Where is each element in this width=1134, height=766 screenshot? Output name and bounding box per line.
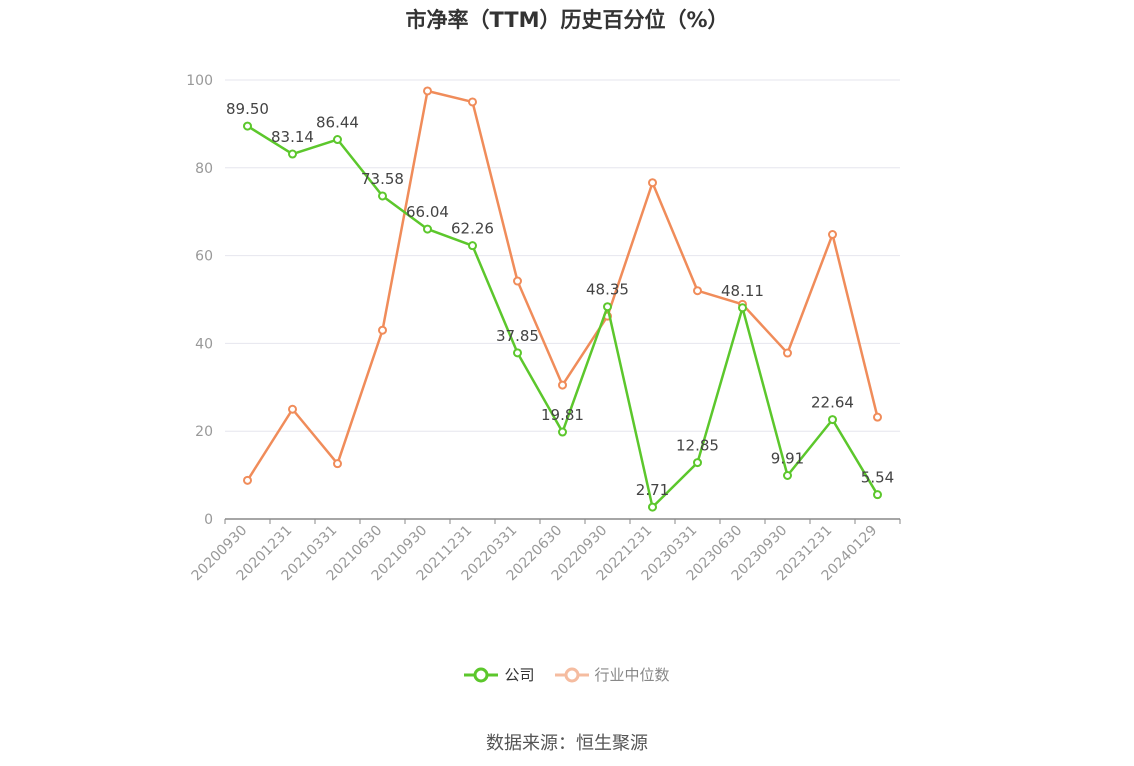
data-point-company[interactable] <box>333 135 342 145</box>
data-label-company: 48.35 <box>586 281 629 299</box>
data-point-industry[interactable] <box>378 325 387 335</box>
legend-industry-marker <box>554 667 589 682</box>
data-label-company: 37.85 <box>496 327 539 345</box>
data-label-company: 89.50 <box>226 100 269 118</box>
y-tick-label: 80 <box>195 161 213 177</box>
y-tick-label: 100 <box>186 73 213 89</box>
data-point-industry[interactable] <box>648 178 657 188</box>
legend-item-industry[interactable]: 行业中位数 <box>554 664 670 685</box>
data-point-industry[interactable] <box>243 475 252 485</box>
data-label-company: 2.71 <box>636 481 669 499</box>
series-lines <box>243 86 882 512</box>
data-point-industry[interactable] <box>288 404 297 414</box>
data-point-industry[interactable] <box>333 459 342 469</box>
data-label-company: 12.85 <box>676 437 719 455</box>
data-label-company: 5.54 <box>861 469 894 487</box>
data-label-company: 9.91 <box>771 449 804 467</box>
data-label-company: 83.14 <box>271 128 314 146</box>
legend: 公司 行业中位数 <box>0 664 1134 685</box>
data-point-industry[interactable] <box>783 348 792 358</box>
y-tick-label: 0 <box>204 512 213 528</box>
data-point-industry[interactable] <box>873 412 882 422</box>
data-point-company[interactable] <box>693 458 702 468</box>
chart-title: 市净率（TTM）历史百分位（%） <box>405 8 729 32</box>
data-point-company[interactable] <box>288 149 297 159</box>
y-tick-label: 40 <box>195 336 213 352</box>
data-point-industry[interactable] <box>693 286 702 296</box>
data-label-company: 73.58 <box>361 170 404 188</box>
data-point-company[interactable] <box>558 427 567 437</box>
data-point-company[interactable] <box>603 302 612 312</box>
data-label-company: 66.04 <box>406 203 449 221</box>
data-label-company: 62.26 <box>451 220 494 238</box>
data-point-company[interactable] <box>468 241 477 251</box>
y-tick-label: 20 <box>195 424 213 440</box>
data-label-company: 22.64 <box>811 394 854 412</box>
data-label-company: 86.44 <box>316 114 359 132</box>
source-note: 数据来源：恒生聚源 <box>486 733 648 754</box>
data-point-industry[interactable] <box>468 97 477 107</box>
data-point-industry[interactable] <box>513 276 522 286</box>
data-point-company[interactable] <box>828 415 837 425</box>
data-point-company[interactable] <box>243 121 252 131</box>
data-point-company[interactable] <box>783 470 792 480</box>
legend-company-marker <box>464 667 499 682</box>
data-point-company[interactable] <box>378 191 387 201</box>
data-point-industry[interactable] <box>828 230 837 240</box>
legend-item-company[interactable]: 公司 <box>464 664 535 685</box>
data-point-company[interactable] <box>738 303 747 313</box>
data-point-industry[interactable] <box>423 86 432 96</box>
data-point-company[interactable] <box>648 502 657 512</box>
y-tick-label: 60 <box>195 249 213 265</box>
data-point-industry[interactable] <box>558 380 567 390</box>
data-point-company[interactable] <box>423 224 432 234</box>
grid-lines <box>225 79 900 432</box>
data-label-company: 48.11 <box>721 282 764 300</box>
data-label-company: 19.81 <box>541 406 584 424</box>
data-point-company[interactable] <box>513 348 522 358</box>
legend-label-company: 公司 <box>504 666 535 684</box>
legend-label-industry: 行业中位数 <box>594 666 670 684</box>
data-point-company[interactable] <box>873 490 882 500</box>
